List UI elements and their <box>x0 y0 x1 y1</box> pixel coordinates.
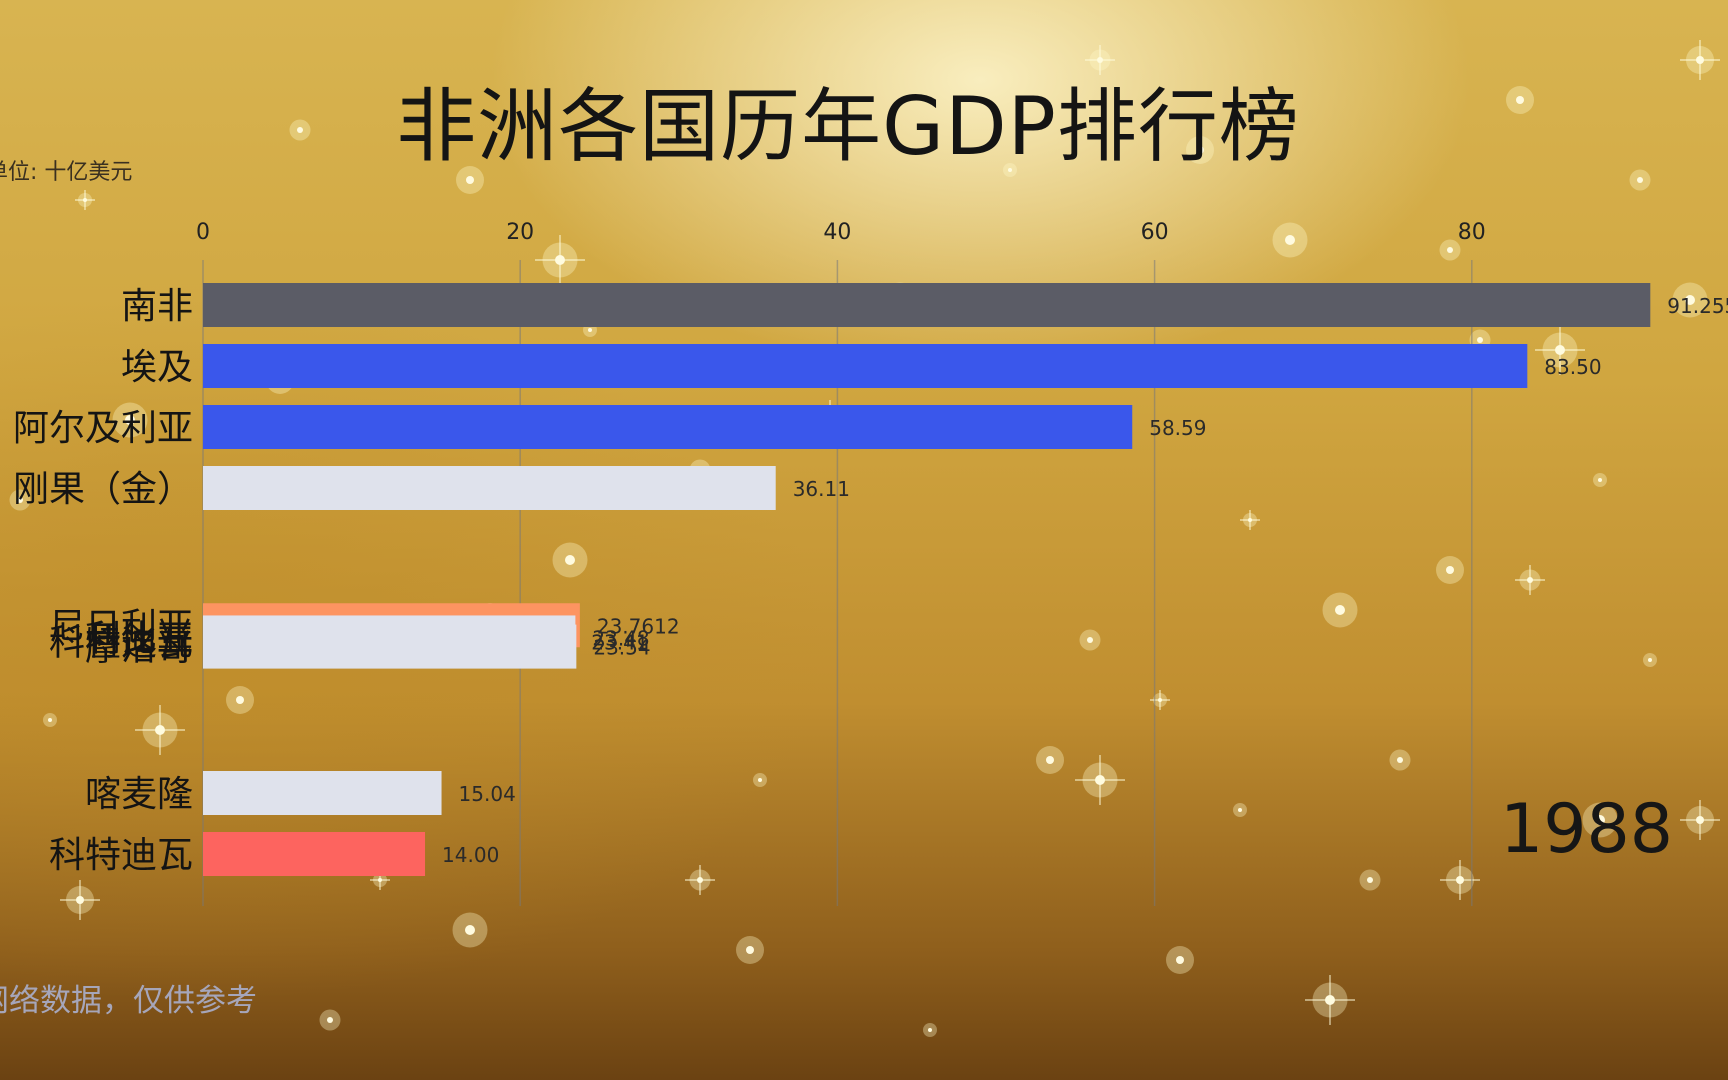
value-label: 23.54 <box>593 636 650 660</box>
x-tick-label: 0 <box>196 220 210 245</box>
bar <box>203 771 442 815</box>
category-label: 摩洛哥 <box>85 628 193 669</box>
chart-title: 非洲各国历年GDP排行榜 <box>396 80 1300 173</box>
category-label: 科特迪瓦 <box>49 623 193 664</box>
category-label: 埃及 <box>121 347 193 388</box>
value-label: 83.50 <box>1544 355 1601 379</box>
category-label: 南非 <box>121 286 193 327</box>
value-label: 91.255 <box>1667 294 1728 318</box>
category-label: 喀麦隆 <box>85 774 193 815</box>
category-label: 尼日利亚 <box>49 606 193 647</box>
category-label: 利比亚 <box>85 618 193 659</box>
year-label: 1988 <box>1500 790 1674 869</box>
bar <box>203 283 1651 327</box>
bar <box>203 405 1133 449</box>
value-label: 23.41 <box>591 631 648 655</box>
value-label: 15.04 <box>459 782 516 806</box>
bar <box>203 466 776 510</box>
unit-label: 单位: 十亿美元 <box>0 160 133 185</box>
value-label: 36.11 <box>793 477 850 501</box>
value-label: 23.7612 <box>597 614 680 638</box>
x-tick-label: 80 <box>1458 220 1486 245</box>
bar <box>203 832 426 876</box>
category-label: 阿尔及利亚 <box>13 408 193 449</box>
source-note: 网络数据，仅供参考 <box>0 983 257 1019</box>
value-label: 58.59 <box>1149 416 1206 440</box>
value-label: 23.48 <box>592 626 649 650</box>
bar <box>203 344 1528 388</box>
x-tick-label: 40 <box>823 220 851 245</box>
x-tick-label: 20 <box>506 220 534 245</box>
x-tick-label: 60 <box>1141 220 1169 245</box>
bar <box>203 624 577 669</box>
category-label: 科特迪瓦 <box>49 835 193 876</box>
category-label: 刚果（金） <box>13 469 193 510</box>
value-label: 14.00 <box>442 843 499 867</box>
